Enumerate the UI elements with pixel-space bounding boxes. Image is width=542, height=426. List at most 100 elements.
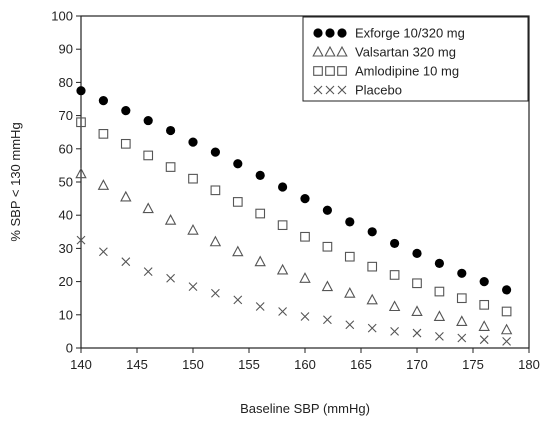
data-point: [76, 235, 86, 245]
data-point: [120, 190, 132, 202]
series-3: [76, 235, 511, 346]
series-2: [76, 117, 512, 317]
data-point: [502, 285, 512, 295]
legend-label: Valsartan 320 mg: [355, 45, 456, 60]
data-point: [300, 312, 310, 321]
data-point: [254, 255, 266, 267]
data-point: [278, 307, 287, 316]
data-point: [389, 270, 400, 280]
data-point: [500, 323, 513, 335]
x-tick-label: 160: [294, 357, 316, 372]
y-tick-label: 90: [59, 42, 73, 57]
data-point: [120, 138, 131, 149]
data-point: [188, 173, 198, 184]
y-tick-label: 40: [59, 208, 73, 223]
data-point: [233, 159, 243, 169]
data-point: [322, 241, 333, 252]
x-tick-label: 175: [462, 357, 484, 372]
data-point: [98, 96, 108, 106]
data-point: [412, 248, 422, 258]
data-point: [300, 231, 310, 242]
series-1: [75, 167, 513, 335]
data-point: [367, 227, 377, 237]
data-point: [323, 315, 332, 325]
data-point: [299, 272, 311, 283]
legend-marker: [325, 66, 335, 76]
legend-marker: [324, 45, 336, 57]
data-point: [143, 150, 154, 161]
x-axis-title: Baseline SBP (mmHg): [240, 401, 370, 416]
data-point: [411, 305, 423, 317]
series-0: [76, 86, 512, 295]
data-point: [367, 261, 378, 272]
data-point: [479, 277, 489, 287]
data-point: [97, 179, 110, 190]
y-axis-title: % SBP < 130 mmHg: [8, 122, 23, 241]
data-point: [121, 257, 131, 267]
legend-marker: [313, 85, 323, 95]
data-point: [390, 327, 399, 336]
data-point: [502, 336, 511, 346]
data-point: [278, 182, 288, 192]
x-tick-label: 145: [126, 357, 148, 372]
axes-layer: 0 10 20 30 40 50 60 70 80 90 100 140 145 150 155 160 165…: [51, 9, 540, 373]
data-point: [188, 282, 198, 291]
data-point: [457, 333, 467, 343]
data-point: [300, 194, 310, 204]
y-tick-label: 20: [59, 274, 73, 289]
data-point: [478, 320, 490, 331]
y-tick-label: 60: [59, 141, 73, 156]
legend-label: Amlodipine 10 mg: [355, 64, 459, 79]
x-tick-label: 140: [70, 357, 92, 372]
data-point: [344, 251, 355, 262]
y-tick-label: 0: [66, 341, 73, 356]
legend-marker: [337, 66, 347, 76]
data-point: [433, 310, 446, 322]
legend-marker: [337, 85, 347, 95]
x-tick-label: 155: [238, 357, 260, 372]
data-point: [456, 315, 468, 326]
data-point: [345, 320, 355, 330]
legend-marker: [312, 45, 324, 57]
data-point: [165, 162, 176, 172]
data-point: [232, 245, 244, 257]
y-tick-label: 50: [59, 175, 73, 190]
data-point: [209, 235, 222, 247]
data-point: [367, 323, 377, 333]
data-point: [76, 86, 86, 96]
legend-marker: [313, 28, 323, 38]
data-point: [388, 300, 401, 312]
legend: Exforge 10/320 mg Valsartan 320 mg Amlodip…: [302, 16, 529, 102]
data-point: [390, 238, 400, 249]
legend-marker: [337, 28, 347, 38]
data-point: [143, 267, 153, 277]
data-point: [345, 217, 355, 227]
data-point: [210, 147, 220, 157]
data-point: [211, 288, 220, 298]
data-point: [322, 205, 332, 215]
x-tick-label: 150: [182, 357, 204, 372]
data-point: [255, 170, 265, 180]
data-point: [187, 223, 199, 235]
x-tick-label: 180: [518, 357, 540, 372]
data-point: [255, 208, 266, 219]
data-point: [233, 295, 243, 305]
data-point: [344, 287, 356, 298]
data-point: [166, 273, 175, 283]
legend-marker: [325, 85, 335, 95]
legend-label: Placebo: [355, 83, 402, 98]
data-point: [456, 293, 467, 304]
y-tick-label: 30: [59, 241, 73, 256]
data-point: [479, 299, 490, 310]
data-point: [99, 247, 108, 257]
data-point: [366, 293, 378, 305]
data-point: [142, 202, 154, 214]
data-point: [412, 278, 422, 289]
data-point: [479, 335, 489, 345]
data-point: [434, 286, 445, 297]
y-tick-label: 100: [51, 9, 73, 24]
data-point: [501, 306, 512, 317]
data-point: [412, 328, 422, 338]
